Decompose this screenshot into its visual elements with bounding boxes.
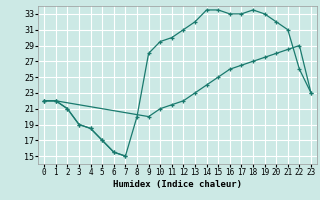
X-axis label: Humidex (Indice chaleur): Humidex (Indice chaleur)	[113, 180, 242, 189]
